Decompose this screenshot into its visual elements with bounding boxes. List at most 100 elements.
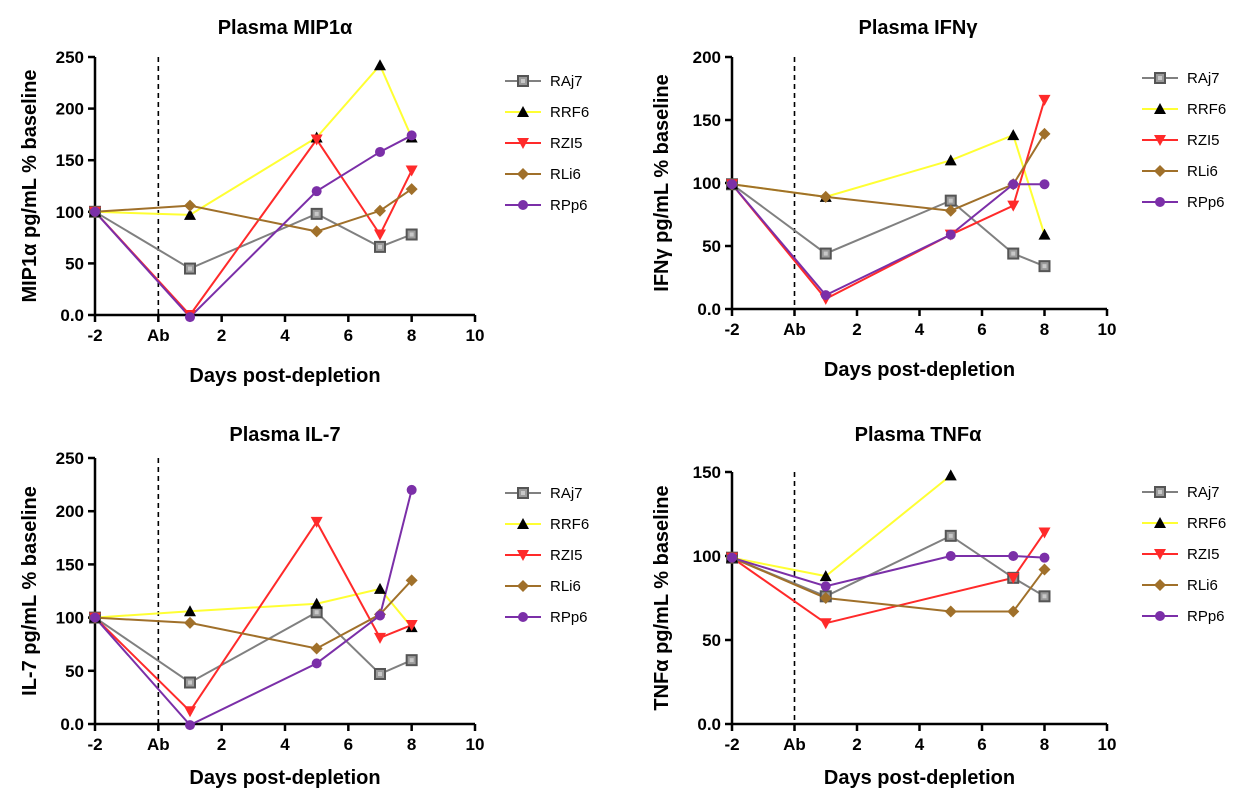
chart-title: Plasma IL-7 (229, 424, 340, 446)
legend-entry-RRF6: RRF6 (1142, 101, 1226, 118)
x-tick-label: 8 (407, 735, 416, 754)
point-RLi6 (374, 204, 386, 217)
x-tick-label: Ab (783, 735, 806, 754)
legend-label: RZI5 (1187, 546, 1220, 563)
legend-label: RAj7 (1187, 70, 1220, 87)
legend-marker-RAj7-inner (1158, 490, 1162, 494)
point-RAj7-inner (823, 251, 828, 256)
series-line-RZI5 (731, 531, 1046, 625)
point-RPp6 (406, 130, 417, 141)
series-line-RZI5 (731, 99, 1046, 301)
legend-label: RAj7 (1187, 484, 1220, 501)
y-tick-label: 0.0 (697, 300, 721, 319)
point-RRF6 (944, 154, 957, 166)
point-RZI5 (310, 134, 323, 146)
legend-label: RRF6 (550, 104, 589, 121)
legend-entry-RAj7: RAj7 (505, 485, 583, 502)
point-RPp6 (727, 179, 737, 190)
point-RZI5 (374, 632, 386, 644)
legend-entry-RZI5: RZI5 (1142, 546, 1220, 563)
panel-3: Plasma IL-7 0.0 50 100 150 200 250 -2 Ab 2 4 6 8 10 Da… (19, 424, 589, 789)
point-RZI5 (405, 165, 418, 177)
point-RAj7-inner (314, 610, 319, 615)
point-RPp6 (1039, 552, 1050, 563)
point-RPp6 (311, 658, 322, 669)
point-RZI5 (184, 706, 196, 718)
x-tick-label: 2 (852, 735, 861, 754)
y-axis-label: IFNγ pg/mL % baseline (651, 74, 673, 291)
y-tick-label: 50 (702, 631, 721, 650)
x-axis-label: Days post-depletion (189, 767, 380, 789)
x-tick-label: -2 (87, 735, 102, 754)
point-RPp6 (185, 720, 195, 731)
legend-label: RZI5 (550, 135, 583, 152)
legend-label: RZI5 (550, 547, 583, 564)
legend-marker-RPp6 (1155, 611, 1165, 621)
point-RPp6 (820, 581, 831, 592)
chart-title: Plasma MIP1α (218, 17, 353, 39)
legend-label: RPp6 (1187, 608, 1225, 625)
legend-entry-RRF6: RRF6 (1142, 515, 1226, 532)
legend-marker-RPp6 (1155, 197, 1165, 207)
point-RPp6 (375, 610, 385, 621)
point-RPp6 (945, 551, 956, 561)
x-tick-label: 10 (1098, 735, 1117, 754)
y-tick-label: 100 (56, 609, 84, 628)
point-RLi6 (944, 605, 957, 618)
legend-label: RRF6 (1187, 515, 1226, 532)
point-RAj7-inner (409, 232, 414, 237)
x-tick-label: 10 (466, 735, 485, 754)
series-line-RZI5 (94, 137, 413, 317)
legend-entry-RPp6: RPp6 (1142, 608, 1225, 625)
legend-label: RLi6 (1187, 577, 1218, 594)
legend-entry-RLi6: RLi6 (505, 166, 581, 183)
legend-entry-RPp6: RPp6 (505, 609, 588, 626)
legend-entry-RRF6: RRF6 (505, 516, 589, 533)
chart-title: Plasma IFNγ (859, 17, 979, 39)
point-RRF6 (184, 605, 196, 617)
x-axis-label: Days post-depletion (824, 767, 1015, 789)
point-RRF6 (1007, 129, 1020, 141)
legend-label: RPp6 (1187, 194, 1225, 211)
x-tick-label: 8 (1040, 735, 1049, 754)
series-line-RRF6 (731, 474, 952, 578)
legend-entry-RPp6: RPp6 (1142, 194, 1225, 211)
point-RZI5 (1038, 527, 1051, 539)
point-RLi6 (819, 190, 832, 203)
legend-marker-RPp6 (518, 200, 528, 210)
x-tick-label: 10 (466, 326, 485, 345)
point-RRF6 (819, 570, 832, 582)
point-RAj7-inner (1042, 264, 1047, 269)
series-line-RAj7 (94, 210, 413, 270)
y-tick-label: 100 (693, 174, 721, 193)
legend-entry-RAj7: RAj7 (1142, 484, 1220, 501)
legend-label: RAj7 (550, 485, 583, 502)
x-tick-label: 8 (407, 326, 416, 345)
point-RLi6 (310, 225, 323, 238)
legend-marker-RRF6 (1154, 517, 1166, 528)
y-tick-label: 200 (56, 100, 84, 119)
legend-marker-RAj7-inner (521, 79, 525, 83)
y-axis-label: IL-7 pg/mL % baseline (19, 486, 41, 696)
point-RAj7-inner (378, 671, 382, 676)
x-tick-label: 2 (217, 735, 226, 754)
x-tick-label: 4 (280, 735, 290, 754)
x-tick-label: Ab (783, 320, 806, 339)
point-RPp6 (406, 484, 417, 495)
point-RAj7-inner (188, 266, 192, 271)
x-tick-label: -2 (724, 320, 739, 339)
legend-marker-RZI5 (517, 550, 529, 561)
x-tick-label: 4 (915, 320, 925, 339)
point-RRF6 (374, 59, 386, 71)
point-RLi6 (184, 199, 196, 212)
x-tick-label: 6 (344, 326, 353, 345)
legend-entry-RLi6: RLi6 (1142, 577, 1218, 594)
point-RZI5 (405, 620, 418, 632)
legend-label: RZI5 (1187, 132, 1220, 149)
legend-entry-RAj7: RAj7 (1142, 70, 1220, 87)
point-RLi6 (819, 592, 832, 604)
point-RLi6 (405, 574, 418, 587)
y-tick-label: 200 (693, 48, 721, 67)
y-tick-label: 250 (56, 48, 84, 67)
point-RPp6 (820, 290, 831, 301)
